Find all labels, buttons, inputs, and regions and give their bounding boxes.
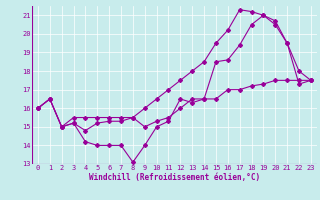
- X-axis label: Windchill (Refroidissement éolien,°C): Windchill (Refroidissement éolien,°C): [89, 173, 260, 182]
